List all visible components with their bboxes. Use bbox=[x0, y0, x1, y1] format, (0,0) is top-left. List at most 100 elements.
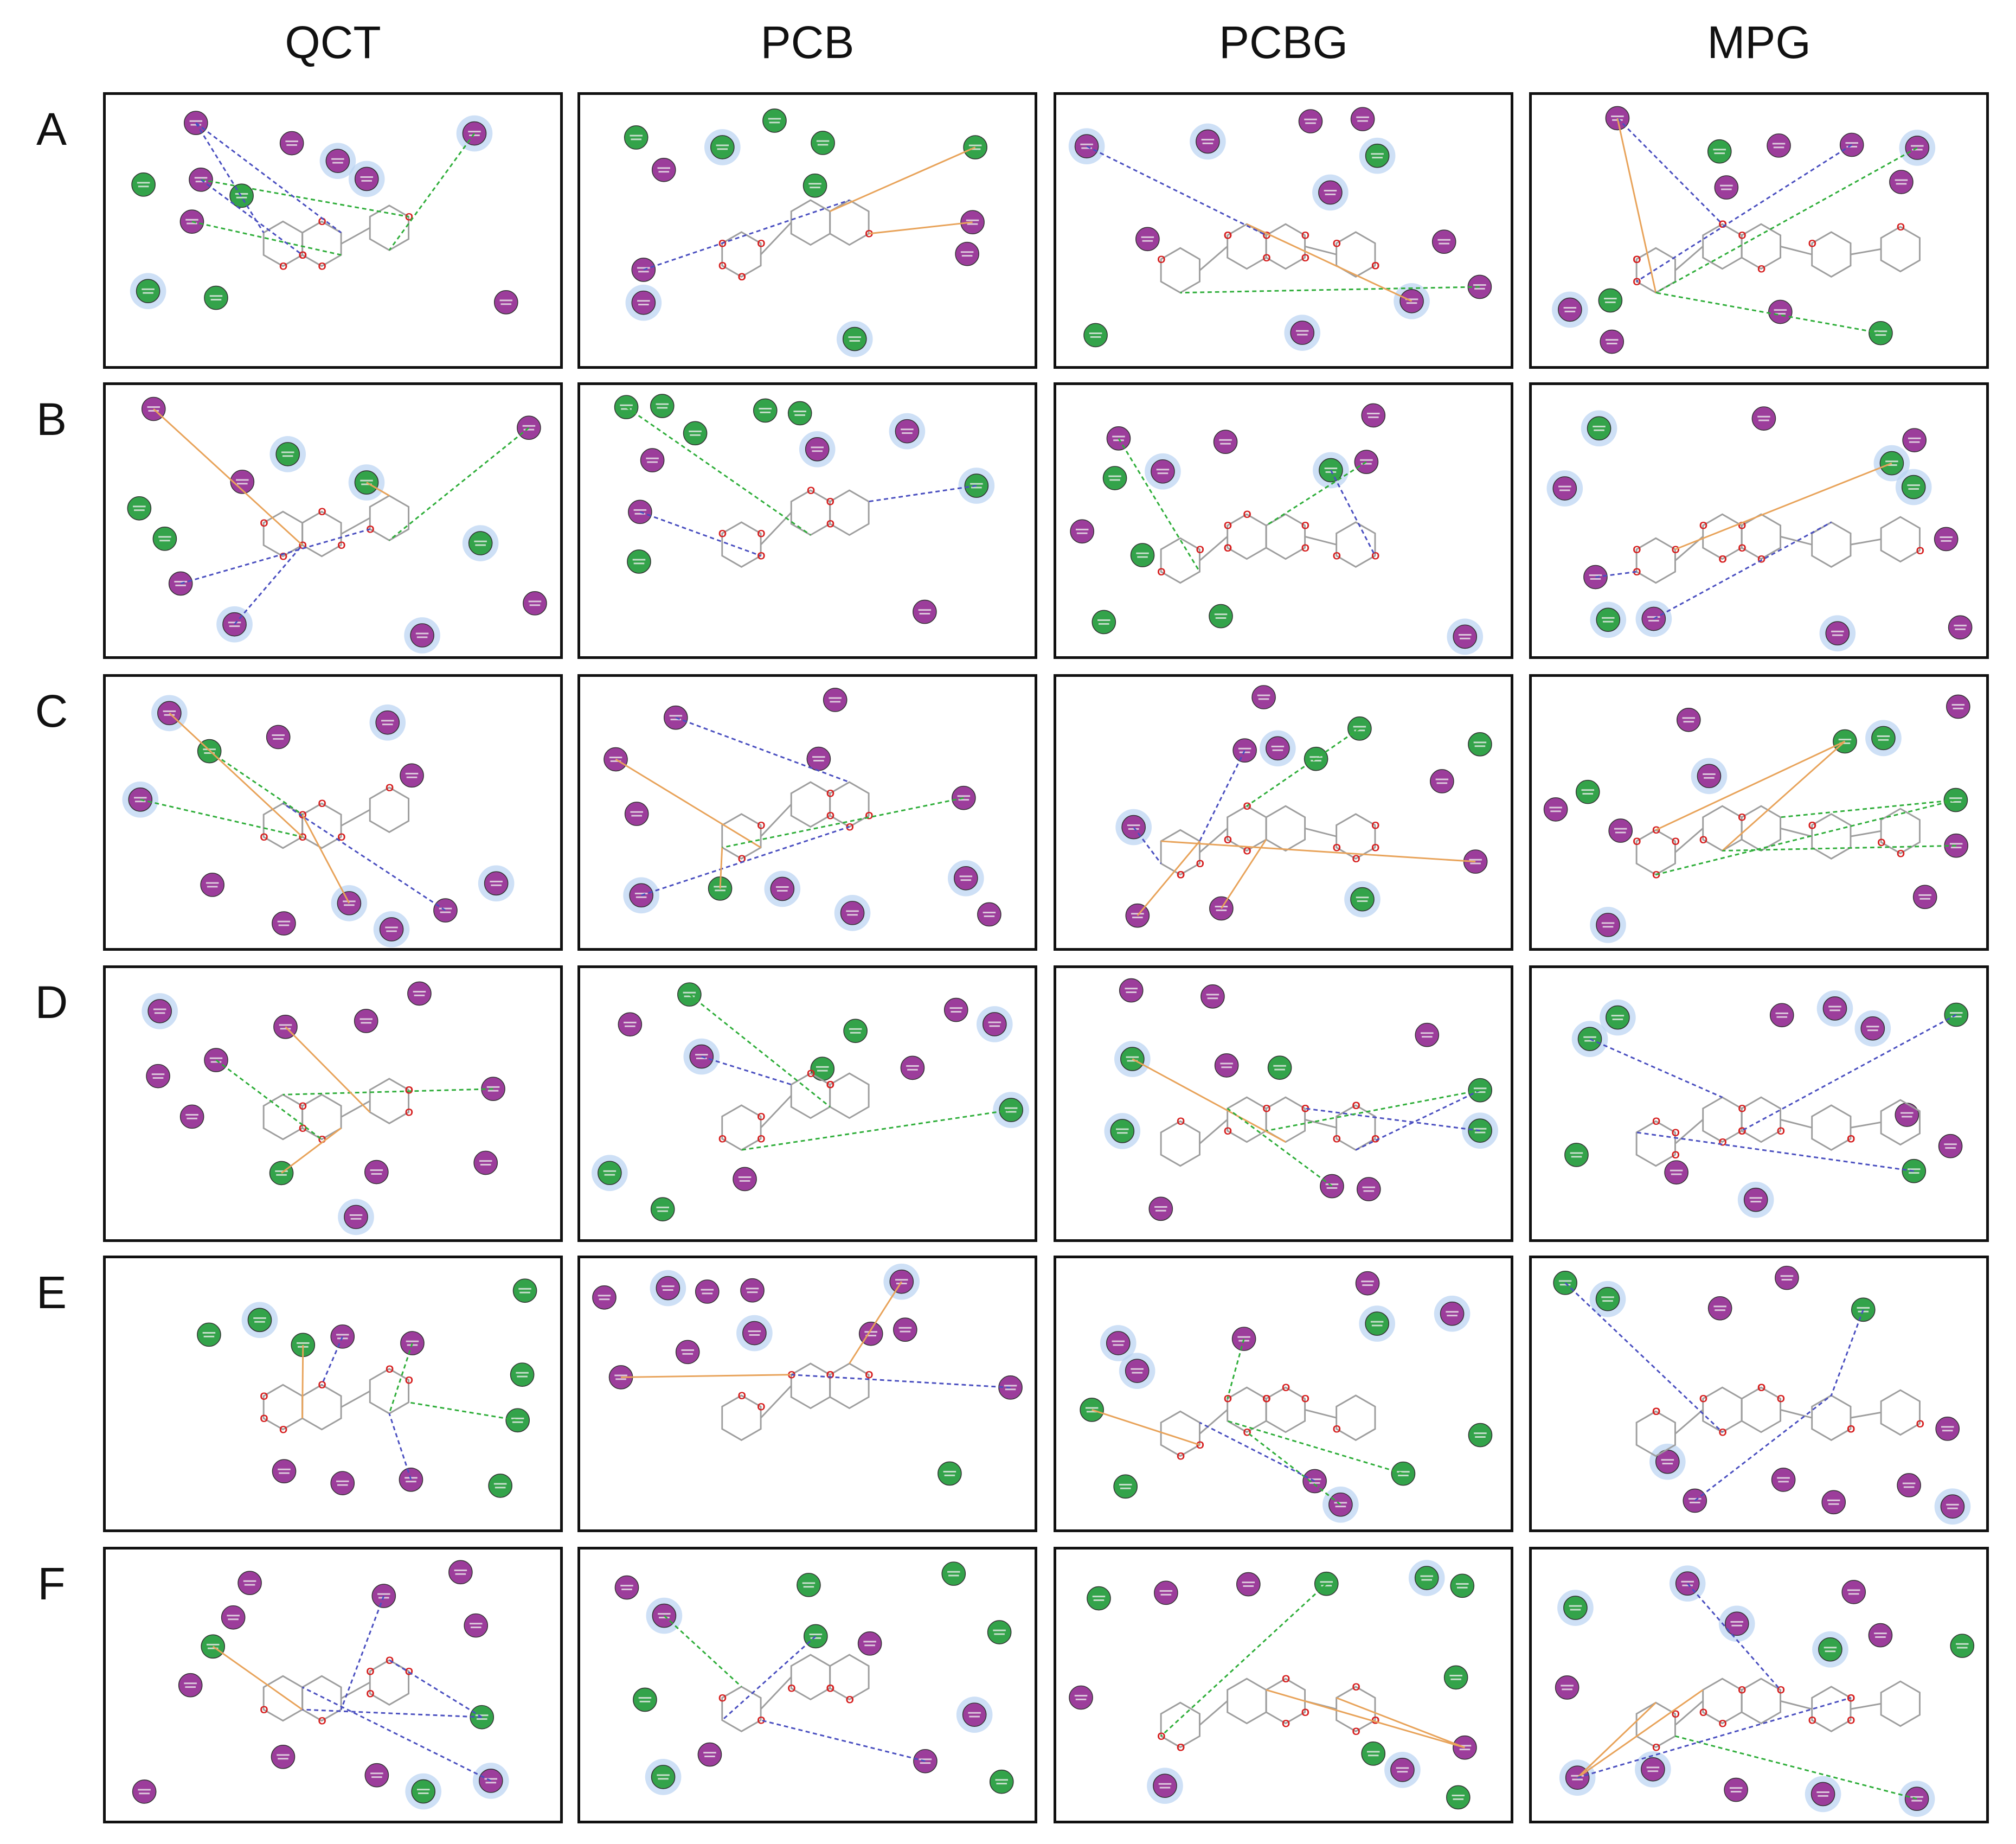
svg-text:O: O bbox=[386, 782, 394, 794]
residue-group bbox=[1543, 694, 1970, 943]
residue-circle-icon bbox=[338, 1199, 374, 1235]
svg-text:O: O bbox=[1371, 1715, 1379, 1727]
residue-circle-icon bbox=[1589, 1280, 1626, 1317]
hydrogen-bond-icon bbox=[1655, 292, 1881, 334]
svg-text:O: O bbox=[299, 249, 307, 261]
residue-circle-icon bbox=[523, 591, 547, 616]
residue-circle-icon bbox=[1356, 1177, 1381, 1201]
svg-text:O: O bbox=[1371, 1715, 1379, 1727]
svg-text:O: O bbox=[1371, 819, 1379, 831]
residue-group bbox=[614, 1561, 1014, 1795]
residue-circle-icon bbox=[1361, 1741, 1386, 1766]
residue-circle-icon bbox=[625, 284, 662, 321]
svg-text:O: O bbox=[299, 249, 307, 261]
svg-text:O: O bbox=[826, 1079, 834, 1091]
residue-circle-icon bbox=[204, 285, 228, 310]
residue-group bbox=[1104, 978, 1498, 1221]
hydrogen-bond-icon bbox=[1687, 1583, 1781, 1691]
svg-text:O: O bbox=[826, 1369, 834, 1381]
residue-circle-icon bbox=[1468, 732, 1492, 757]
residue-circle-icon bbox=[1707, 1296, 1732, 1321]
residue-circle-icon bbox=[1771, 1468, 1796, 1492]
hydrogen-bond-icon bbox=[195, 122, 265, 233]
residue-circle-icon bbox=[1214, 1053, 1239, 1078]
svg-text:O: O bbox=[1897, 221, 1905, 233]
residue-circle-icon bbox=[614, 395, 639, 419]
svg-text:O: O bbox=[1243, 845, 1251, 857]
pi-interaction-icon bbox=[615, 758, 761, 848]
svg-text:O: O bbox=[279, 1424, 287, 1436]
svg-text:O: O bbox=[1224, 542, 1232, 554]
residue-circle-icon bbox=[331, 885, 368, 921]
svg-text:O: O bbox=[1718, 553, 1726, 565]
hydrogen-bond-icon bbox=[388, 427, 530, 541]
svg-text:O: O bbox=[1633, 254, 1641, 266]
residue-circle-icon bbox=[505, 1408, 530, 1433]
hydrogen-bond-icon bbox=[200, 179, 303, 256]
svg-text:O: O bbox=[366, 1666, 374, 1677]
svg-text:O: O bbox=[1718, 1136, 1726, 1148]
svg-text:O: O bbox=[405, 1107, 413, 1119]
residue-circle-icon bbox=[1446, 1785, 1471, 1810]
residue-circle-icon bbox=[1408, 1560, 1445, 1596]
residue-circle-icon bbox=[1899, 130, 1936, 166]
svg-text:O: O bbox=[1177, 1742, 1185, 1754]
pi-interaction-icon bbox=[1655, 740, 1846, 831]
svg-text:O: O bbox=[826, 788, 834, 800]
residue-circle-icon bbox=[1468, 1078, 1492, 1103]
hydrogen-bond-icon bbox=[388, 1413, 412, 1480]
svg-text:O: O bbox=[1352, 1100, 1360, 1112]
svg-text:O: O bbox=[1282, 1718, 1290, 1730]
interaction-lines bbox=[301, 1336, 518, 1480]
svg-text:O: O bbox=[1243, 1426, 1251, 1438]
residue-circle-icon bbox=[695, 1279, 720, 1304]
residue-circle-icon bbox=[806, 746, 831, 771]
residue-circle-icon bbox=[1209, 604, 1233, 629]
residue-circle-icon bbox=[1775, 1265, 1799, 1290]
hydrogen-bond-icon bbox=[641, 826, 850, 897]
residue-circle-icon bbox=[802, 173, 827, 198]
residue-circle-icon bbox=[1552, 291, 1588, 328]
residue-circle-icon bbox=[1934, 527, 1959, 552]
hydrogen-bond-icon bbox=[408, 1401, 518, 1422]
residue-circle-icon bbox=[1714, 175, 1739, 200]
residue-circle-icon bbox=[764, 870, 801, 907]
svg-text:O: O bbox=[366, 1688, 374, 1700]
residue-circle-icon bbox=[1819, 615, 1856, 652]
residue-circle-icon bbox=[1070, 519, 1094, 544]
residue-circle-icon bbox=[1391, 1461, 1416, 1486]
svg-text:O: O bbox=[757, 238, 765, 249]
residue-circle-icon bbox=[1805, 1776, 1841, 1813]
residue-circle-icon bbox=[836, 321, 873, 357]
column-header-mpg: MPG bbox=[1707, 17, 1811, 68]
svg-text:O: O bbox=[1738, 1685, 1746, 1696]
residue-circle-icon bbox=[1361, 403, 1386, 428]
pi-interaction-icon bbox=[1137, 840, 1200, 917]
svg-text:O: O bbox=[318, 798, 326, 810]
residue-circle-icon bbox=[976, 1006, 1013, 1042]
residue-circle-icon bbox=[266, 725, 291, 750]
svg-text:O: O bbox=[1371, 260, 1379, 272]
hydrogen-bond-icon bbox=[180, 528, 370, 585]
residue-circle-icon bbox=[1555, 1675, 1580, 1700]
residue-circle-icon bbox=[152, 527, 177, 551]
residue-circle-icon bbox=[1260, 730, 1296, 767]
residue-circle-icon bbox=[889, 413, 926, 450]
residue-circle-icon bbox=[797, 1573, 821, 1597]
residue-circle-icon bbox=[1415, 1022, 1440, 1047]
residue-circle-icon bbox=[1724, 1777, 1748, 1802]
